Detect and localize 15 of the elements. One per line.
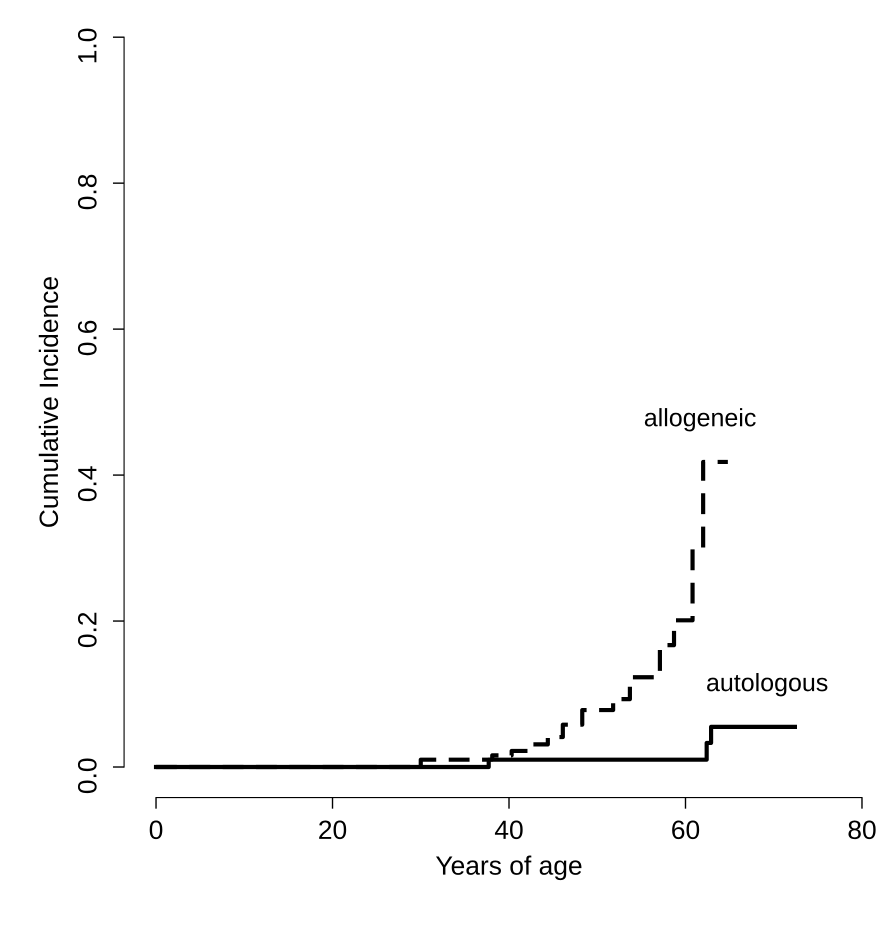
y-axis-title: Cumulative Incidence (38, 277, 58, 527)
y-tick-label: 1.0 (78, 28, 97, 62)
x-tick-label: 20 (319, 820, 346, 840)
y-tick-label: 0.6 (78, 320, 97, 356)
y-tick-label: 0.2 (78, 612, 97, 648)
y-tick-label: 0.8 (78, 174, 97, 210)
x-tick-label: 0 (150, 820, 162, 840)
x-axis-title: Years of age (436, 856, 582, 880)
series-label: autologous (707, 673, 828, 696)
x-tick-label: 60 (672, 820, 700, 840)
x-tick-label: 40 (494, 820, 523, 840)
y-tick-label: 0.0 (78, 758, 97, 794)
y-tick-label: 0.4 (78, 466, 97, 502)
x-tick-label: 80 (848, 820, 876, 840)
series-label: allogeneic (644, 408, 756, 432)
